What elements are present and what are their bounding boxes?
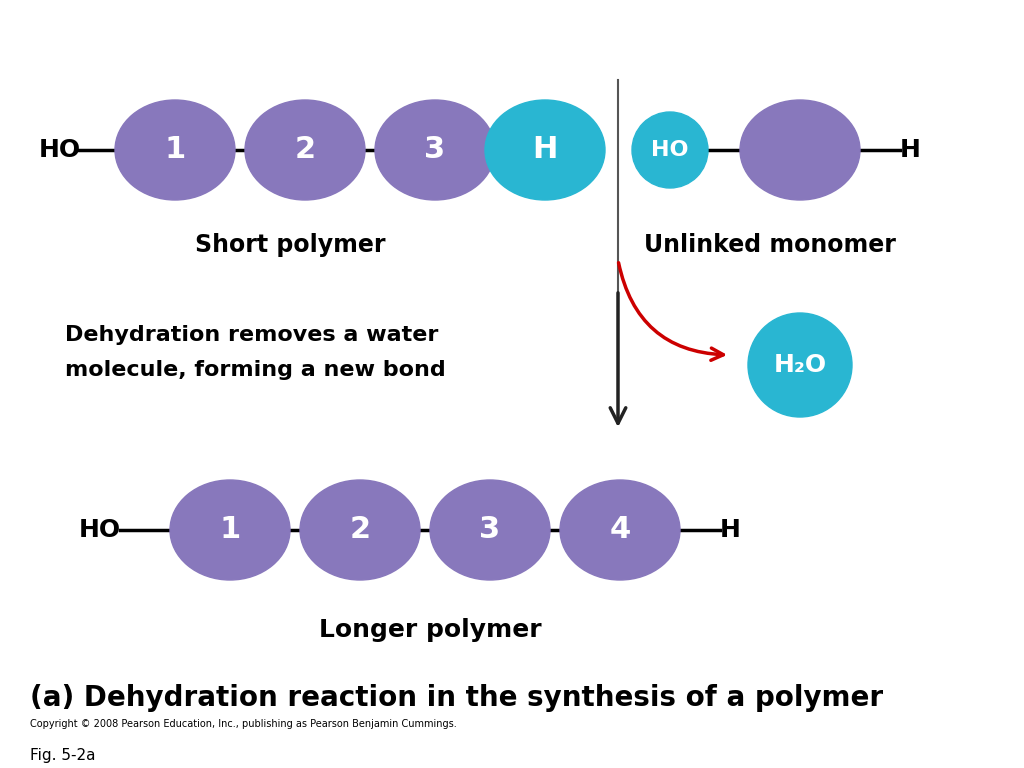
Text: H: H <box>899 138 921 162</box>
Ellipse shape <box>430 480 550 580</box>
Text: H₂O: H₂O <box>773 353 826 377</box>
Text: 3: 3 <box>424 135 445 164</box>
Text: 1: 1 <box>165 135 185 164</box>
Text: 4: 4 <box>609 515 631 545</box>
Text: (a) Dehydration reaction in the synthesis of a polymer: (a) Dehydration reaction in the synthesi… <box>30 684 883 712</box>
Text: H: H <box>532 135 558 164</box>
Text: Copyright © 2008 Pearson Education, Inc., publishing as Pearson Benjamin Cumming: Copyright © 2008 Pearson Education, Inc.… <box>30 719 457 729</box>
Ellipse shape <box>375 100 495 200</box>
Circle shape <box>632 112 708 188</box>
Text: Short polymer: Short polymer <box>195 233 385 257</box>
Circle shape <box>748 313 852 417</box>
Ellipse shape <box>560 480 680 580</box>
Text: Fig. 5-2a: Fig. 5-2a <box>30 748 95 763</box>
Text: 2: 2 <box>349 515 371 545</box>
Text: HO: HO <box>79 518 121 542</box>
Ellipse shape <box>245 100 365 200</box>
Ellipse shape <box>300 480 420 580</box>
Text: HO: HO <box>39 138 81 162</box>
Ellipse shape <box>740 100 860 200</box>
Ellipse shape <box>170 480 290 580</box>
Text: 3: 3 <box>479 515 501 545</box>
Ellipse shape <box>115 100 234 200</box>
Text: 1: 1 <box>219 515 241 545</box>
Text: HO: HO <box>651 140 689 160</box>
Text: molecule, forming a new bond: molecule, forming a new bond <box>65 360 445 380</box>
Ellipse shape <box>485 100 605 200</box>
Text: Unlinked monomer: Unlinked monomer <box>644 233 896 257</box>
Text: Longer polymer: Longer polymer <box>318 618 542 642</box>
Text: 2: 2 <box>295 135 315 164</box>
Text: Dehydration removes a water: Dehydration removes a water <box>65 325 438 345</box>
Text: H: H <box>720 518 740 542</box>
